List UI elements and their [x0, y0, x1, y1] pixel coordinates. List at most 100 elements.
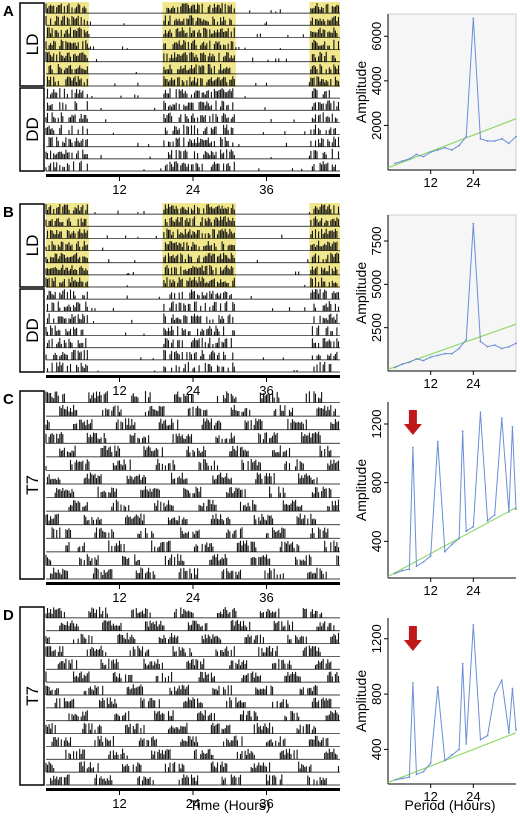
activity-bars: [65, 748, 338, 760]
activity-bars: [46, 289, 340, 300]
x-tick-label: 12: [423, 376, 437, 391]
periodogram: 2500 5000 7500 12 24 Amplitude: [353, 214, 517, 391]
data-point: [515, 508, 517, 510]
time-axis: [46, 582, 340, 585]
periodogram: 400 800 1200 12 24 Amplitude: [353, 402, 517, 598]
data-point: [429, 555, 432, 557]
data-point: [436, 354, 439, 357]
data-point: [394, 572, 397, 575]
significance-line: [387, 507, 517, 578]
activity-bars: [45, 160, 336, 171]
activity-bars: [46, 472, 318, 484]
data-point: [486, 345, 489, 348]
y-tick-label: 1200: [369, 624, 384, 653]
data-point: [411, 682, 414, 684]
activity-bars: [45, 216, 340, 227]
x-tick-label: 24: [466, 175, 480, 190]
y-axis-label: Amplitude: [353, 670, 369, 732]
activity-bars: [45, 684, 318, 695]
panel-letter: B: [3, 204, 14, 221]
activity-bars: [45, 349, 338, 360]
condition-box: [19, 203, 45, 288]
activity-bars: [45, 276, 338, 287]
time-tick-label: 24: [186, 590, 200, 605]
activity-bars: [46, 76, 340, 86]
periodogram-line: [394, 18, 517, 164]
activity-bars: [45, 607, 323, 618]
data-point: [458, 748, 461, 751]
x-tick-label: 24: [466, 789, 480, 804]
periodogram-line: [394, 223, 517, 368]
data-point: [422, 359, 425, 362]
data-point: [507, 142, 510, 145]
y-axis-label: Amplitude: [353, 61, 369, 123]
actogram: 12 24 36: [45, 2, 340, 197]
activity-bars: [45, 124, 336, 135]
data-point: [500, 417, 503, 420]
data-point: [436, 686, 439, 689]
time-tick-label: 36: [259, 796, 273, 811]
data-point: [443, 352, 446, 355]
activity-bars: [59, 445, 332, 457]
panel-d: D T7 12 24 36 400 800 1200 12 24 Amplitude: [3, 606, 517, 811]
activity-bars: [45, 112, 338, 123]
activity-bars: [45, 391, 323, 403]
data-point: [451, 149, 453, 151]
activity-bars: [65, 540, 340, 552]
data-point: [515, 342, 517, 345]
data-point: [401, 160, 404, 162]
activity-bars: [48, 63, 340, 74]
data-point: [429, 356, 432, 359]
activity-bars: [45, 418, 340, 430]
time-tick-label: 24: [186, 182, 200, 197]
data-point: [401, 569, 404, 572]
panel-letter: D: [3, 607, 14, 624]
data-point: [415, 773, 418, 776]
activity-bars: [46, 301, 340, 312]
data-point: [479, 738, 482, 741]
x-tick-label: 12: [423, 789, 437, 804]
data-point: [415, 153, 418, 156]
data-point: [465, 338, 468, 341]
y-tick-label: 400: [369, 530, 384, 552]
data-point: [436, 149, 439, 151]
time-tick-label: 12: [112, 383, 126, 398]
data-point: [472, 17, 475, 20]
condition-label: T7: [23, 475, 42, 495]
activity-bars: [46, 88, 330, 99]
data-point: [511, 426, 514, 428]
activity-bars: [54, 697, 332, 708]
time-axis: [46, 174, 340, 177]
data-point: [394, 778, 397, 781]
data-point: [493, 693, 496, 695]
data-point: [493, 514, 496, 516]
activity-bars: [46, 100, 340, 111]
activity-bars: [45, 264, 338, 275]
data-point: [486, 734, 489, 737]
data-point: [500, 347, 503, 350]
data-point: [411, 446, 414, 449]
data-point: [458, 537, 461, 540]
y-tick-label: 1200: [369, 410, 384, 439]
data-point: [472, 525, 475, 528]
data-point: [422, 560, 425, 563]
data-point: [401, 363, 404, 365]
y-tick-label: 2000: [369, 111, 384, 140]
time-axis-label: Time (Hours): [189, 797, 271, 813]
time-axis: [46, 788, 340, 791]
activity-bars: [45, 513, 317, 525]
activity-bars: [45, 645, 321, 657]
actogram: 12 24 36: [45, 607, 340, 811]
panel-c: C T7 12 24 36 400 800 1200 12 24 Amplitude: [3, 390, 517, 605]
data-point: [429, 151, 432, 154]
time-tick-label: 24: [186, 383, 200, 398]
panel-a: A LD DD 12 24 36 2000 4000 6000 12 24 Amplitude: [3, 2, 517, 197]
activity-bars: [59, 404, 336, 417]
data-point: [408, 361, 411, 364]
y-tick-label: 6000: [369, 22, 384, 51]
activity-bars: [50, 774, 327, 785]
data-point: [461, 662, 464, 665]
periodogram-frame: [387, 13, 517, 171]
x-tick-label: 12: [423, 175, 437, 190]
